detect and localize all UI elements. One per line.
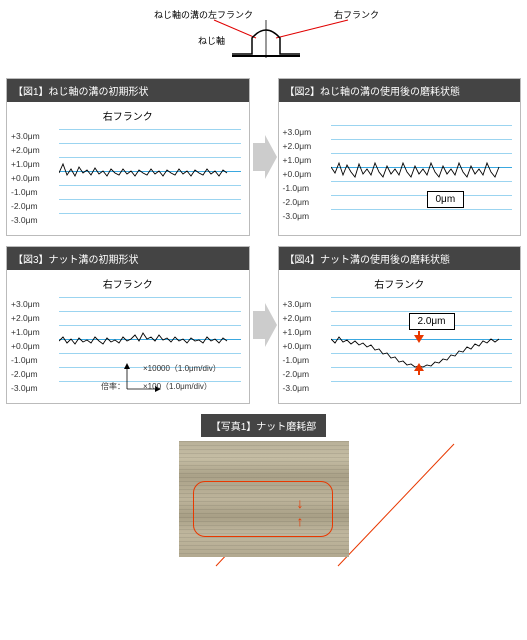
photo-title: 【写真1】ナット磨耗部 — [201, 414, 327, 437]
fig3-mag-x: ×10000（1.0μm/div） — [143, 363, 221, 374]
fig4-subtitle: 右フランク — [279, 270, 521, 293]
panel-fig3: 【図3】ナット溝の初期形状 右フランク +3.0μm+2.0μm+1.0μm+0… — [6, 246, 250, 404]
fig4-trace — [331, 297, 501, 395]
panel-fig2: 【図2】ねじ軸の溝の使用後の磨耗状態 +3.0μm+2.0μm+1.0μm+0.… — [278, 78, 522, 236]
fig4-plot: 2.0μm — [331, 297, 513, 395]
photo-section: 【写真1】ナット磨耗部 ↓ ↑ — [0, 414, 527, 557]
label-left-flank: ねじ軸の溝の左フランク — [154, 9, 253, 20]
panel-fig1: 【図1】ねじ軸の溝の初期形状 右フランク +3.0μm+2.0μm+1.0μm+… — [6, 78, 250, 236]
fig1-subtitle: 右フランク — [7, 102, 249, 125]
fig4-title: 【図4】ナット溝の使用後の磨耗状態 — [279, 247, 521, 270]
fig4-chart: +3.0μm+2.0μm+1.0μm+0.0μm-1.0μm-2.0μm-3.0… — [279, 293, 521, 403]
thread-schematic: ねじ軸の溝の左フランク 右フランク ねじ軸 — [0, 8, 527, 66]
arrow-col-2 — [250, 246, 278, 404]
fig3-mag-y: ×100（1.0μm/div） — [143, 381, 212, 392]
schematic-svg: ねじ軸の溝の左フランク 右フランク ねじ軸 — [104, 8, 424, 66]
fig3-chart: +3.0μm+2.0μm+1.0μm+0.0μm-1.0μm-2.0μm-3.0… — [7, 293, 249, 403]
photo-arrow-up: ↑ — [297, 517, 304, 525]
fig1-chart: +3.0μm+2.0μm+1.0μm+0.0μm-1.0μm-2.0μm-3.0… — [7, 125, 249, 235]
fig1-plot — [59, 129, 241, 227]
chart-grid: 【図1】ねじ軸の溝の初期形状 右フランク +3.0μm+2.0μm+1.0μm+… — [0, 78, 527, 404]
photo-frame: ↓ ↑ — [179, 441, 349, 557]
fig2-ylabels: +3.0μm+2.0μm+1.0μm+0.0μm-1.0μm-2.0μm-3.0… — [283, 125, 312, 223]
panel-fig4: 【図4】ナット溝の使用後の磨耗状態 右フランク +3.0μm+2.0μm+1.0… — [278, 246, 522, 404]
arrow-col-1 — [250, 78, 278, 236]
fig3-subtitle: 右フランク — [7, 270, 249, 293]
fig4-badge: 2.0μm — [409, 313, 455, 330]
label-shaft: ねじ軸 — [198, 35, 225, 46]
fig3-mag-prefix: 倍率： — [101, 381, 125, 392]
fig1-trace — [59, 129, 229, 227]
fig2-subtitle — [279, 102, 521, 121]
photo-arrow-down: ↓ — [297, 499, 304, 507]
fig4-ylabels: +3.0μm+2.0μm+1.0μm+0.0μm-1.0μm-2.0μm-3.0… — [283, 297, 312, 395]
photo-roi — [193, 481, 333, 537]
fig2-title: 【図2】ねじ軸の溝の使用後の磨耗状態 — [279, 79, 521, 102]
fig3-ylabels: +3.0μm+2.0μm+1.0μm+0.0μm-1.0μm-2.0μm-3.0… — [11, 297, 40, 395]
fig2-badge: 0μm — [427, 191, 465, 208]
fig3-title: 【図3】ナット溝の初期形状 — [7, 247, 249, 270]
fig1-title: 【図1】ねじ軸の溝の初期形状 — [7, 79, 249, 102]
fig2-chart: +3.0μm+2.0μm+1.0μm+0.0μm-1.0μm-2.0μm-3.0… — [279, 121, 521, 231]
fig2-trace — [331, 125, 501, 223]
label-right-flank: 右フランク — [334, 9, 379, 20]
fig3-plot: ×10000（1.0μm/div） ×100（1.0μm/div） 倍率： — [59, 297, 241, 395]
fig1-ylabels: +3.0μm+2.0μm+1.0μm+0.0μm-1.0μm-2.0μm-3.0… — [11, 129, 40, 227]
fig2-plot: 0μm — [331, 125, 513, 223]
pointer-right — [276, 20, 348, 38]
